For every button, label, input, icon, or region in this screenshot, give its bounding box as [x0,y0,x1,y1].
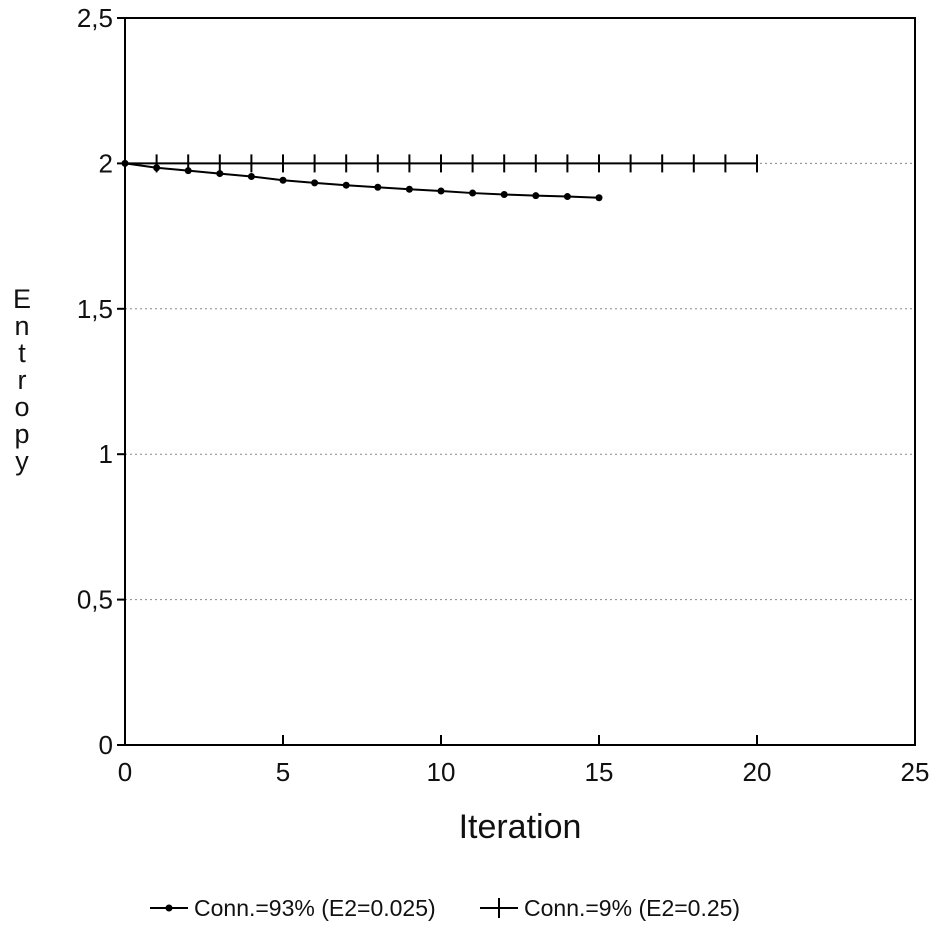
y-tick-label: 1 [99,439,113,469]
y-axis-title-letter: E [13,284,31,314]
y-tick-label: 0 [99,730,113,760]
y-axis-title-letter: o [14,392,29,422]
x-tick-label: 15 [585,757,614,787]
plot-frame [124,17,916,746]
y-axis-title-letter: t [18,338,26,368]
legend: Conn.=93% (E2=0.025) Conn.=9% (E2=0.25) [150,895,740,921]
data-point-dot [405,185,413,193]
y-tick-label: 2 [99,148,113,178]
data-point-dot [342,181,350,189]
x-tick-label: 5 [276,757,290,787]
x-tick-label: 10 [427,757,456,787]
data-point-dot [563,193,571,201]
legend-label: Conn.=9% (E2=0.25) [524,895,740,921]
data-point-dot [216,170,224,178]
data-point-dot [247,172,255,180]
y-axis-title-letter: p [14,419,29,449]
gridlines [125,162,915,601]
y-tick-label: 2,5 [77,3,113,33]
data-point-dot [437,187,445,195]
y-axis-title-letter: r [18,365,27,395]
x-tick-label: 25 [901,757,930,787]
data-point-dot [311,179,319,187]
x-tick-label: 20 [743,757,772,787]
data-point-dot [374,183,382,191]
y-tick-label: 0,5 [77,585,113,615]
series-line [124,162,600,199]
data-point-dot [595,194,603,202]
legend-swatch-dot [165,904,173,912]
y-axis-title-letter: n [14,311,29,341]
series-layer [121,154,758,202]
y-axis-title-letter: y [15,446,29,476]
data-point-dot [532,192,540,200]
data-point-dot [469,189,477,197]
y-tick-label: 1,5 [77,294,113,324]
data-point-dot [500,191,508,199]
legend-label: Conn.=93% (E2=0.025) [194,895,436,921]
x-tick-label: 0 [118,757,132,787]
data-point-dot [279,176,287,184]
axis-ticks: 0 0,5 1 1,5 2 2,5 0 5 10 15 20 25 [77,3,930,787]
x-axis-title: Iteration [459,808,582,846]
